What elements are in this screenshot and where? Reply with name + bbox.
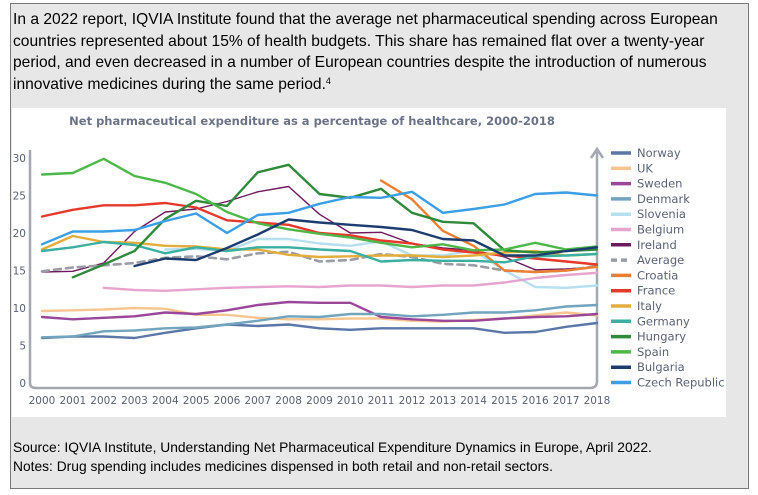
x-tick-label: 2003 <box>121 395 148 407</box>
line-chart: 0 5 10 15 20 25 30 2000 2001 2002 2003 2004 2005 2006… <box>13 146 725 407</box>
x-tick-label: 2009 <box>306 395 333 407</box>
legend-label: Czech Republic <box>637 376 725 390</box>
legend-label: Croatia <box>637 268 678 282</box>
legend-label: Germany <box>637 314 690 328</box>
legend-label: UK <box>637 161 653 175</box>
intro-paragraph: In a 2022 report, IQVIA Institute found … <box>13 9 728 95</box>
x-tick-label: 2014 <box>460 395 487 407</box>
legend-label: Italy <box>637 299 662 313</box>
series-line-croatia <box>379 179 599 274</box>
legend-label: Ireland <box>637 238 677 252</box>
legend-label: Slovenia <box>637 207 686 221</box>
series-line-uk <box>40 306 599 323</box>
legend-label: Hungary <box>637 330 686 344</box>
series-line-norway <box>40 321 599 340</box>
y-tick-label: 5 <box>19 341 26 353</box>
series-line-italy <box>40 234 599 259</box>
x-tick-label: 2018 <box>584 395 611 407</box>
chart-panel: Net pharmaceutical expenditure as a perc… <box>12 108 726 417</box>
y-tick-label: 10 <box>13 303 26 315</box>
y-tick-label: 15 <box>13 266 26 278</box>
legend-label: Belgium <box>637 223 684 237</box>
series-line-czech-republic <box>40 190 599 246</box>
y-tick-label: 20 <box>13 228 26 240</box>
x-tick-label: 2001 <box>59 395 86 407</box>
y-tick-label: 0 <box>19 378 26 390</box>
series-line-spain <box>40 157 599 252</box>
x-tick-label: 2013 <box>429 395 456 407</box>
footnote-ref: 4 <box>325 75 331 86</box>
y-tick-label: 30 <box>13 153 26 165</box>
x-tick-label: 2004 <box>152 395 179 407</box>
legend-label: France <box>637 284 675 298</box>
x-tick-label: 2015 <box>491 395 518 407</box>
series-line-sweden <box>40 300 599 322</box>
legend-label: Spain <box>637 345 669 359</box>
x-tick-label: 2011 <box>368 395 395 407</box>
series-line-bulgaria <box>133 218 599 268</box>
legend-label: Bulgaria <box>637 360 685 374</box>
x-tick-label: 2008 <box>275 395 302 407</box>
series-line-denmark <box>40 303 599 339</box>
axis-arrow-icon <box>589 146 605 159</box>
axis-frame <box>28 150 599 390</box>
chart-title: Net pharmaceutical expenditure as a perc… <box>69 114 555 128</box>
series-line-germany <box>40 240 599 264</box>
legend-label: Sweden <box>637 177 682 191</box>
source-line: Source: IQVIA Institute, Understanding N… <box>13 440 652 455</box>
y-tick-label: 25 <box>13 191 26 203</box>
legend-label: Norway <box>637 146 681 160</box>
x-tick-label: 2000 <box>29 395 56 407</box>
x-tick-label: 2006 <box>214 395 241 407</box>
x-tick-label: 2017 <box>553 395 580 407</box>
legend-label: Denmark <box>637 192 690 206</box>
series-line-ireland <box>41 185 598 273</box>
x-tick-label: 2010 <box>337 395 364 407</box>
x-tick-label: 2002 <box>90 395 117 407</box>
notes-line: Notes: Drug spending includes medicines … <box>13 459 553 474</box>
x-tick-label: 2012 <box>399 395 426 407</box>
legend-label: Average <box>637 253 684 267</box>
x-tick-label: 2005 <box>183 395 210 407</box>
intro-text: In a 2022 report, IQVIA Institute found … <box>13 11 718 93</box>
series-line-belgium <box>102 271 599 292</box>
x-tick-label: 2016 <box>522 395 549 407</box>
series-line-hungary <box>71 163 599 279</box>
source-notes: Source: IQVIA Institute, Understanding N… <box>13 438 652 476</box>
x-tick-label: 2007 <box>244 395 271 407</box>
